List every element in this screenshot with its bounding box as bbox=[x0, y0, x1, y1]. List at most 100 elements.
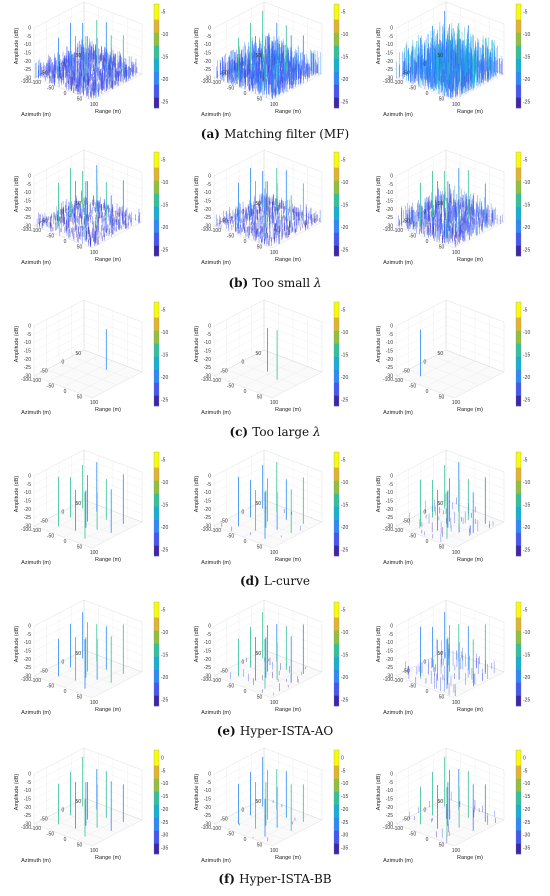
colorbar-segment bbox=[154, 248, 159, 252]
colorbar-segment bbox=[154, 48, 159, 52]
grid-line bbox=[395, 174, 505, 202]
colorbar-segment bbox=[516, 9, 521, 13]
colorbar-segment bbox=[516, 250, 521, 254]
colorbar-segment bbox=[516, 53, 521, 57]
azimuth-tick-label: 50 bbox=[437, 53, 443, 59]
colorbar-segment bbox=[154, 338, 159, 342]
z-tick-label: -25 bbox=[204, 365, 211, 371]
colorbar-segment bbox=[516, 214, 521, 218]
azimuth-tick-label: -100 bbox=[21, 79, 31, 85]
colorbar-segment bbox=[334, 87, 339, 91]
range-tick-label: 0 bbox=[64, 239, 67, 245]
colorbar-segment bbox=[516, 69, 521, 72]
range-tick-label: 100 bbox=[270, 102, 279, 108]
range-axis-label: Range (m) bbox=[95, 407, 121, 413]
colorbar-tick-label: -20 bbox=[341, 375, 348, 381]
colorbar-segment bbox=[334, 84, 339, 88]
colorbar-segment bbox=[154, 400, 159, 404]
subplot-svg: 0 -5 -10 -15 -20 -25 -30-100 -50 0 50 -100 -50 0 50 10… bbox=[376, 149, 530, 266]
z-axis-label: Amplitude (dB) bbox=[376, 176, 382, 213]
colorbar-segment bbox=[154, 89, 159, 93]
colorbar-segment bbox=[154, 43, 159, 46]
colorbar-segment bbox=[516, 159, 521, 163]
colorbar-segment bbox=[516, 188, 521, 192]
grid-line bbox=[395, 158, 505, 185]
colorbar-segment bbox=[154, 95, 159, 98]
axis-labels: 0 -5 -10 -15 -20 -25 -30-100 -50 0 50 -100 -50 0 50 10… bbox=[14, 324, 121, 417]
colorbar-segment bbox=[334, 37, 339, 41]
colorbar-segment bbox=[154, 483, 159, 487]
subplot: 0 -5 -10 -15 -20 -25 -30 -100 -50 0 50 -100 -50 0 50 10… bbox=[6, 298, 171, 416]
colorbar-segment bbox=[334, 204, 339, 207]
z-tick-label: -10 bbox=[204, 42, 211, 48]
colorbar-segment bbox=[154, 374, 159, 378]
colorbar-segment bbox=[334, 61, 339, 65]
colorbar-segment bbox=[334, 343, 339, 347]
colorbar-segment bbox=[154, 27, 159, 31]
colorbar-segment bbox=[516, 385, 521, 389]
colorbar-segment bbox=[516, 335, 521, 339]
colorbar-segment bbox=[516, 367, 521, 370]
colorbar-segment bbox=[154, 387, 159, 391]
colorbar-frame bbox=[153, 151, 160, 257]
colorbar-segment bbox=[154, 356, 159, 360]
colorbar-segment bbox=[516, 172, 521, 176]
z-tick-label: -20 bbox=[24, 357, 31, 363]
grid-line bbox=[213, 10, 323, 37]
grid-line bbox=[77, 516, 128, 543]
colorbar-segment bbox=[334, 312, 339, 316]
colorbar-segment bbox=[334, 66, 339, 70]
colorbar-tick-label: -15 bbox=[341, 55, 348, 61]
range-axis-label: Range (m) bbox=[95, 109, 121, 115]
colorbar-segment bbox=[516, 175, 521, 179]
colorbar-segment bbox=[334, 188, 339, 192]
grid-line bbox=[395, 316, 505, 343]
colorbar-segment bbox=[154, 493, 159, 497]
z-tick-label: -25 bbox=[24, 67, 31, 73]
colorbar-segment bbox=[516, 58, 521, 62]
grid-line bbox=[33, 35, 143, 62]
subplot: 0 -5 -10 -15 -20 -25 -30 -100 -50 0 50 -100 -50 0 50 10… bbox=[186, 0, 351, 118]
colorbar-segment bbox=[154, 465, 159, 468]
colorbar-tick-label: -15 bbox=[161, 55, 168, 61]
colorbar-segment bbox=[334, 71, 339, 75]
colorbar-segment bbox=[516, 351, 521, 355]
azimuth-tick-label: 50 bbox=[255, 53, 261, 59]
colorbar-segment bbox=[516, 196, 521, 200]
azimuth-axis-label: Azimuth (m) bbox=[21, 560, 51, 566]
z-tick-label: -30 bbox=[386, 224, 393, 230]
azimuth-tick-label: -50 bbox=[220, 368, 227, 374]
colorbar-segment bbox=[154, 243, 159, 246]
colorbar-segment bbox=[516, 387, 521, 391]
colorbar-segment bbox=[154, 222, 159, 226]
range-tick-label: -50 bbox=[227, 234, 234, 240]
colorbar-segment bbox=[334, 390, 339, 394]
colorbar-segment bbox=[154, 488, 159, 492]
colorbar-segment bbox=[154, 32, 159, 36]
subplot-svg: 0 -5 -10 -15 -20 -25 -30-100 -50 0 50 -100 -50 0 50 10… bbox=[376, 1, 530, 118]
colorbar-segment bbox=[334, 356, 339, 360]
grid-line bbox=[213, 26, 323, 54]
colorbar-segment bbox=[154, 333, 159, 337]
azimuth-tick-label: -100 bbox=[21, 377, 31, 383]
colorbar-segment bbox=[334, 105, 339, 109]
colorbar-segment bbox=[154, 315, 159, 318]
z-tick-label: -25 bbox=[24, 365, 31, 371]
colorbar-segment bbox=[334, 82, 339, 85]
colorbar-segment bbox=[334, 364, 339, 368]
colorbar-segment bbox=[334, 27, 339, 31]
colorbar-segment bbox=[334, 154, 339, 158]
colorbar-segment bbox=[154, 50, 159, 54]
colorbar: -5-10-15-20-25 bbox=[153, 451, 168, 557]
axis-labels: 0 -5 -10 -15 -20 -25 -30-100 -50 0 50 -100 -50 0 50 10… bbox=[194, 174, 301, 267]
colorbar-segment bbox=[334, 304, 339, 308]
z-tick-label: -20 bbox=[24, 207, 31, 213]
colorbar: -5-10-15-20-25 bbox=[333, 3, 348, 109]
subplot-svg: 0 -5 -10 -15 -20 -25 -30-100 -50 0 50 -100 -50 0 50 10… bbox=[194, 1, 348, 118]
grid-line bbox=[33, 458, 143, 485]
z-tick-label: -10 bbox=[24, 490, 31, 496]
caption-label: (c) bbox=[229, 425, 253, 439]
colorbar-segment bbox=[334, 232, 339, 236]
colorbar-tick-label: -25 bbox=[341, 100, 348, 106]
colorbar-segment bbox=[334, 167, 339, 171]
